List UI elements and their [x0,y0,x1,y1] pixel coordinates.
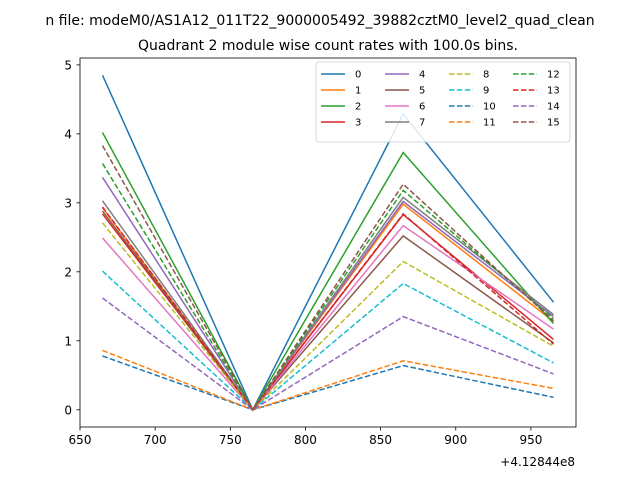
series-line-15 [101,145,555,412]
x-axis: 650 700 750 800 850 900 950 [69,427,542,447]
series-line-12 [101,163,554,412]
series-line-5 [101,210,554,411]
axes-frame [79,57,577,428]
legend-label-12: 12 [547,70,560,81]
legend-label-14: 14 [547,102,560,113]
series-line-11 [102,349,554,411]
series-line-4 [101,176,554,412]
series-line-2 [101,132,555,412]
series-line-14 [102,297,554,411]
series-line-0 [101,74,555,412]
legend-label-15: 15 [547,118,560,129]
legend-label-11: 11 [483,118,496,129]
x-tick-label: 850 [369,433,392,447]
legend-label-13: 13 [547,86,560,97]
x-tick-label: 900 [444,433,467,447]
legend-label-6: 6 [419,102,425,113]
y-tick-label: 4 [64,127,72,141]
y-tick-label: 5 [64,58,72,72]
legend-label-4: 4 [419,70,425,81]
y-tick-label: 2 [64,265,72,279]
x-tick-label: 950 [519,433,542,447]
legend-label-7: 7 [419,118,425,129]
legend-label-10: 10 [483,102,496,113]
chart-suptitle: n file: modeM0/AS1A12_011T22_9000005492_… [45,13,594,29]
y-axis: 0 1 2 3 4 5 [64,58,80,417]
legend-label-1: 1 [355,86,361,97]
legend-label-0: 0 [355,70,361,81]
x-tick-label: 800 [294,433,317,447]
series-line-7 [101,196,554,412]
y-tick-label: 0 [64,403,72,417]
legend-label-5: 5 [419,86,425,97]
series-line-13 [101,206,554,412]
legend-label-9: 9 [483,86,489,97]
legend-label-3: 3 [355,118,361,129]
legend-label-8: 8 [483,70,489,81]
x-tick-label: 700 [144,433,167,447]
y-tick-label: 1 [64,334,72,348]
legend-box [315,61,571,143]
legend-label-2: 2 [355,102,361,113]
x-offset-label: +4.12844e8 [500,455,575,469]
series-line-10 [102,355,554,411]
series-line-9 [101,270,554,411]
y-tick-label: 3 [64,196,72,210]
chart-title: Quadrant 2 module wise count rates with … [138,38,518,54]
plot-area [79,57,577,428]
series-line-8 [101,222,554,411]
series-line-6 [101,224,554,411]
x-tick-label: 650 [69,433,92,447]
x-tick-label: 750 [219,433,242,447]
